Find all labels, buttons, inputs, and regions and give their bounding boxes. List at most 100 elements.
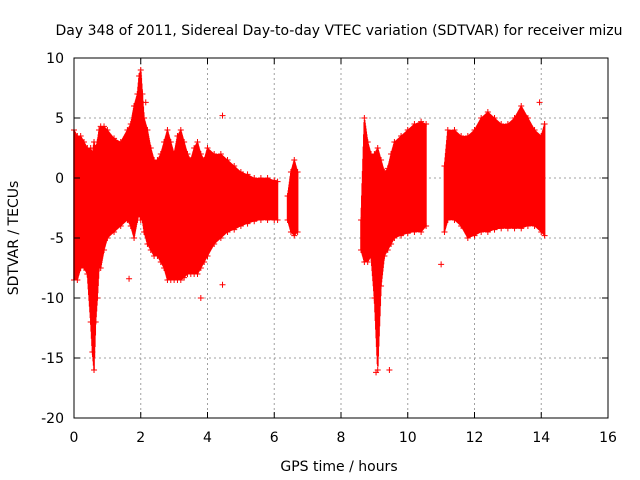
data-point xyxy=(127,223,134,229)
data-point xyxy=(184,151,191,157)
data-point xyxy=(291,232,298,239)
data-point xyxy=(167,139,174,145)
data-point xyxy=(217,235,224,241)
data-point xyxy=(541,121,548,127)
data-point-outlier xyxy=(126,275,133,282)
data-point xyxy=(531,127,538,133)
data-point xyxy=(538,229,545,235)
data-point xyxy=(441,229,448,235)
data-point xyxy=(274,217,281,223)
y-tick-label: -5 xyxy=(50,231,64,247)
data-point xyxy=(92,319,99,325)
data-point xyxy=(96,127,103,133)
data-point xyxy=(518,103,525,109)
data-point xyxy=(224,229,231,235)
data-point xyxy=(444,217,451,223)
data-point-outlier xyxy=(438,261,445,268)
data-point xyxy=(136,73,143,79)
data-point xyxy=(287,169,294,175)
data-point xyxy=(504,121,511,127)
y-tick-label: 5 xyxy=(55,111,64,127)
series-band-1 xyxy=(284,157,301,239)
data-point xyxy=(141,115,148,121)
data-point xyxy=(94,139,101,145)
data-point xyxy=(174,133,181,139)
data-point-outlier xyxy=(197,295,204,301)
data-point xyxy=(231,163,238,169)
data-point xyxy=(484,109,491,115)
data-point xyxy=(257,175,264,181)
data-point xyxy=(378,283,385,289)
data-point xyxy=(124,127,131,133)
data-point xyxy=(201,259,208,265)
data-point xyxy=(237,169,244,175)
data-point-outlier xyxy=(91,367,98,373)
data-point xyxy=(391,235,398,241)
data-point xyxy=(374,145,381,151)
data-point xyxy=(94,295,101,301)
data-point xyxy=(498,121,505,127)
data-point xyxy=(81,139,88,145)
data-point xyxy=(77,133,84,139)
data-point xyxy=(378,157,385,163)
data-point xyxy=(358,247,365,253)
data-point xyxy=(511,225,518,232)
data-point xyxy=(171,151,178,157)
data-point xyxy=(204,145,211,151)
y-tick-label: 10 xyxy=(46,51,64,67)
data-point xyxy=(491,115,498,121)
data-point xyxy=(124,217,131,223)
x-tick-label: 10 xyxy=(399,430,417,446)
data-point xyxy=(154,253,161,259)
series-band-3 xyxy=(441,103,548,241)
data-point xyxy=(411,229,418,235)
data-point-outlier xyxy=(373,369,380,376)
data-point xyxy=(97,265,104,271)
data-point-outlier xyxy=(142,99,149,106)
data-point xyxy=(518,225,525,232)
data-point xyxy=(92,145,99,151)
data-point xyxy=(251,175,258,181)
data-point xyxy=(358,217,365,223)
data-point xyxy=(284,217,291,223)
y-tick-label: -20 xyxy=(41,411,64,427)
data-point xyxy=(538,133,545,139)
data-point xyxy=(144,127,151,133)
x-tick-label: 12 xyxy=(466,430,484,446)
data-point xyxy=(177,277,184,283)
data-point xyxy=(398,232,405,239)
data-point xyxy=(204,253,211,259)
data-point xyxy=(139,91,146,97)
data-point xyxy=(211,241,218,247)
data-point xyxy=(147,247,154,253)
data-point xyxy=(418,118,425,125)
data-point xyxy=(154,157,161,163)
data-point xyxy=(131,103,138,109)
data-point xyxy=(139,217,146,223)
data-point xyxy=(264,175,271,181)
data-point xyxy=(274,178,281,185)
x-tick-label: 16 xyxy=(599,430,617,446)
data-point xyxy=(471,232,478,239)
data-point xyxy=(458,133,465,139)
data-point xyxy=(531,223,538,229)
data-point xyxy=(284,193,291,199)
data-point xyxy=(451,217,458,223)
data-point xyxy=(217,151,224,157)
data-point xyxy=(101,247,108,253)
data-point xyxy=(231,226,238,233)
data-point xyxy=(444,127,451,133)
data-point xyxy=(111,229,118,235)
data-point xyxy=(364,259,371,265)
data-point xyxy=(244,220,251,227)
data-point xyxy=(177,127,184,133)
data-point xyxy=(117,223,124,229)
data-point xyxy=(74,277,81,283)
data-point xyxy=(237,223,244,229)
data-point xyxy=(371,295,378,301)
data-point xyxy=(524,115,531,121)
data-point xyxy=(84,271,91,277)
data-point xyxy=(111,135,118,142)
data-point xyxy=(541,232,548,239)
